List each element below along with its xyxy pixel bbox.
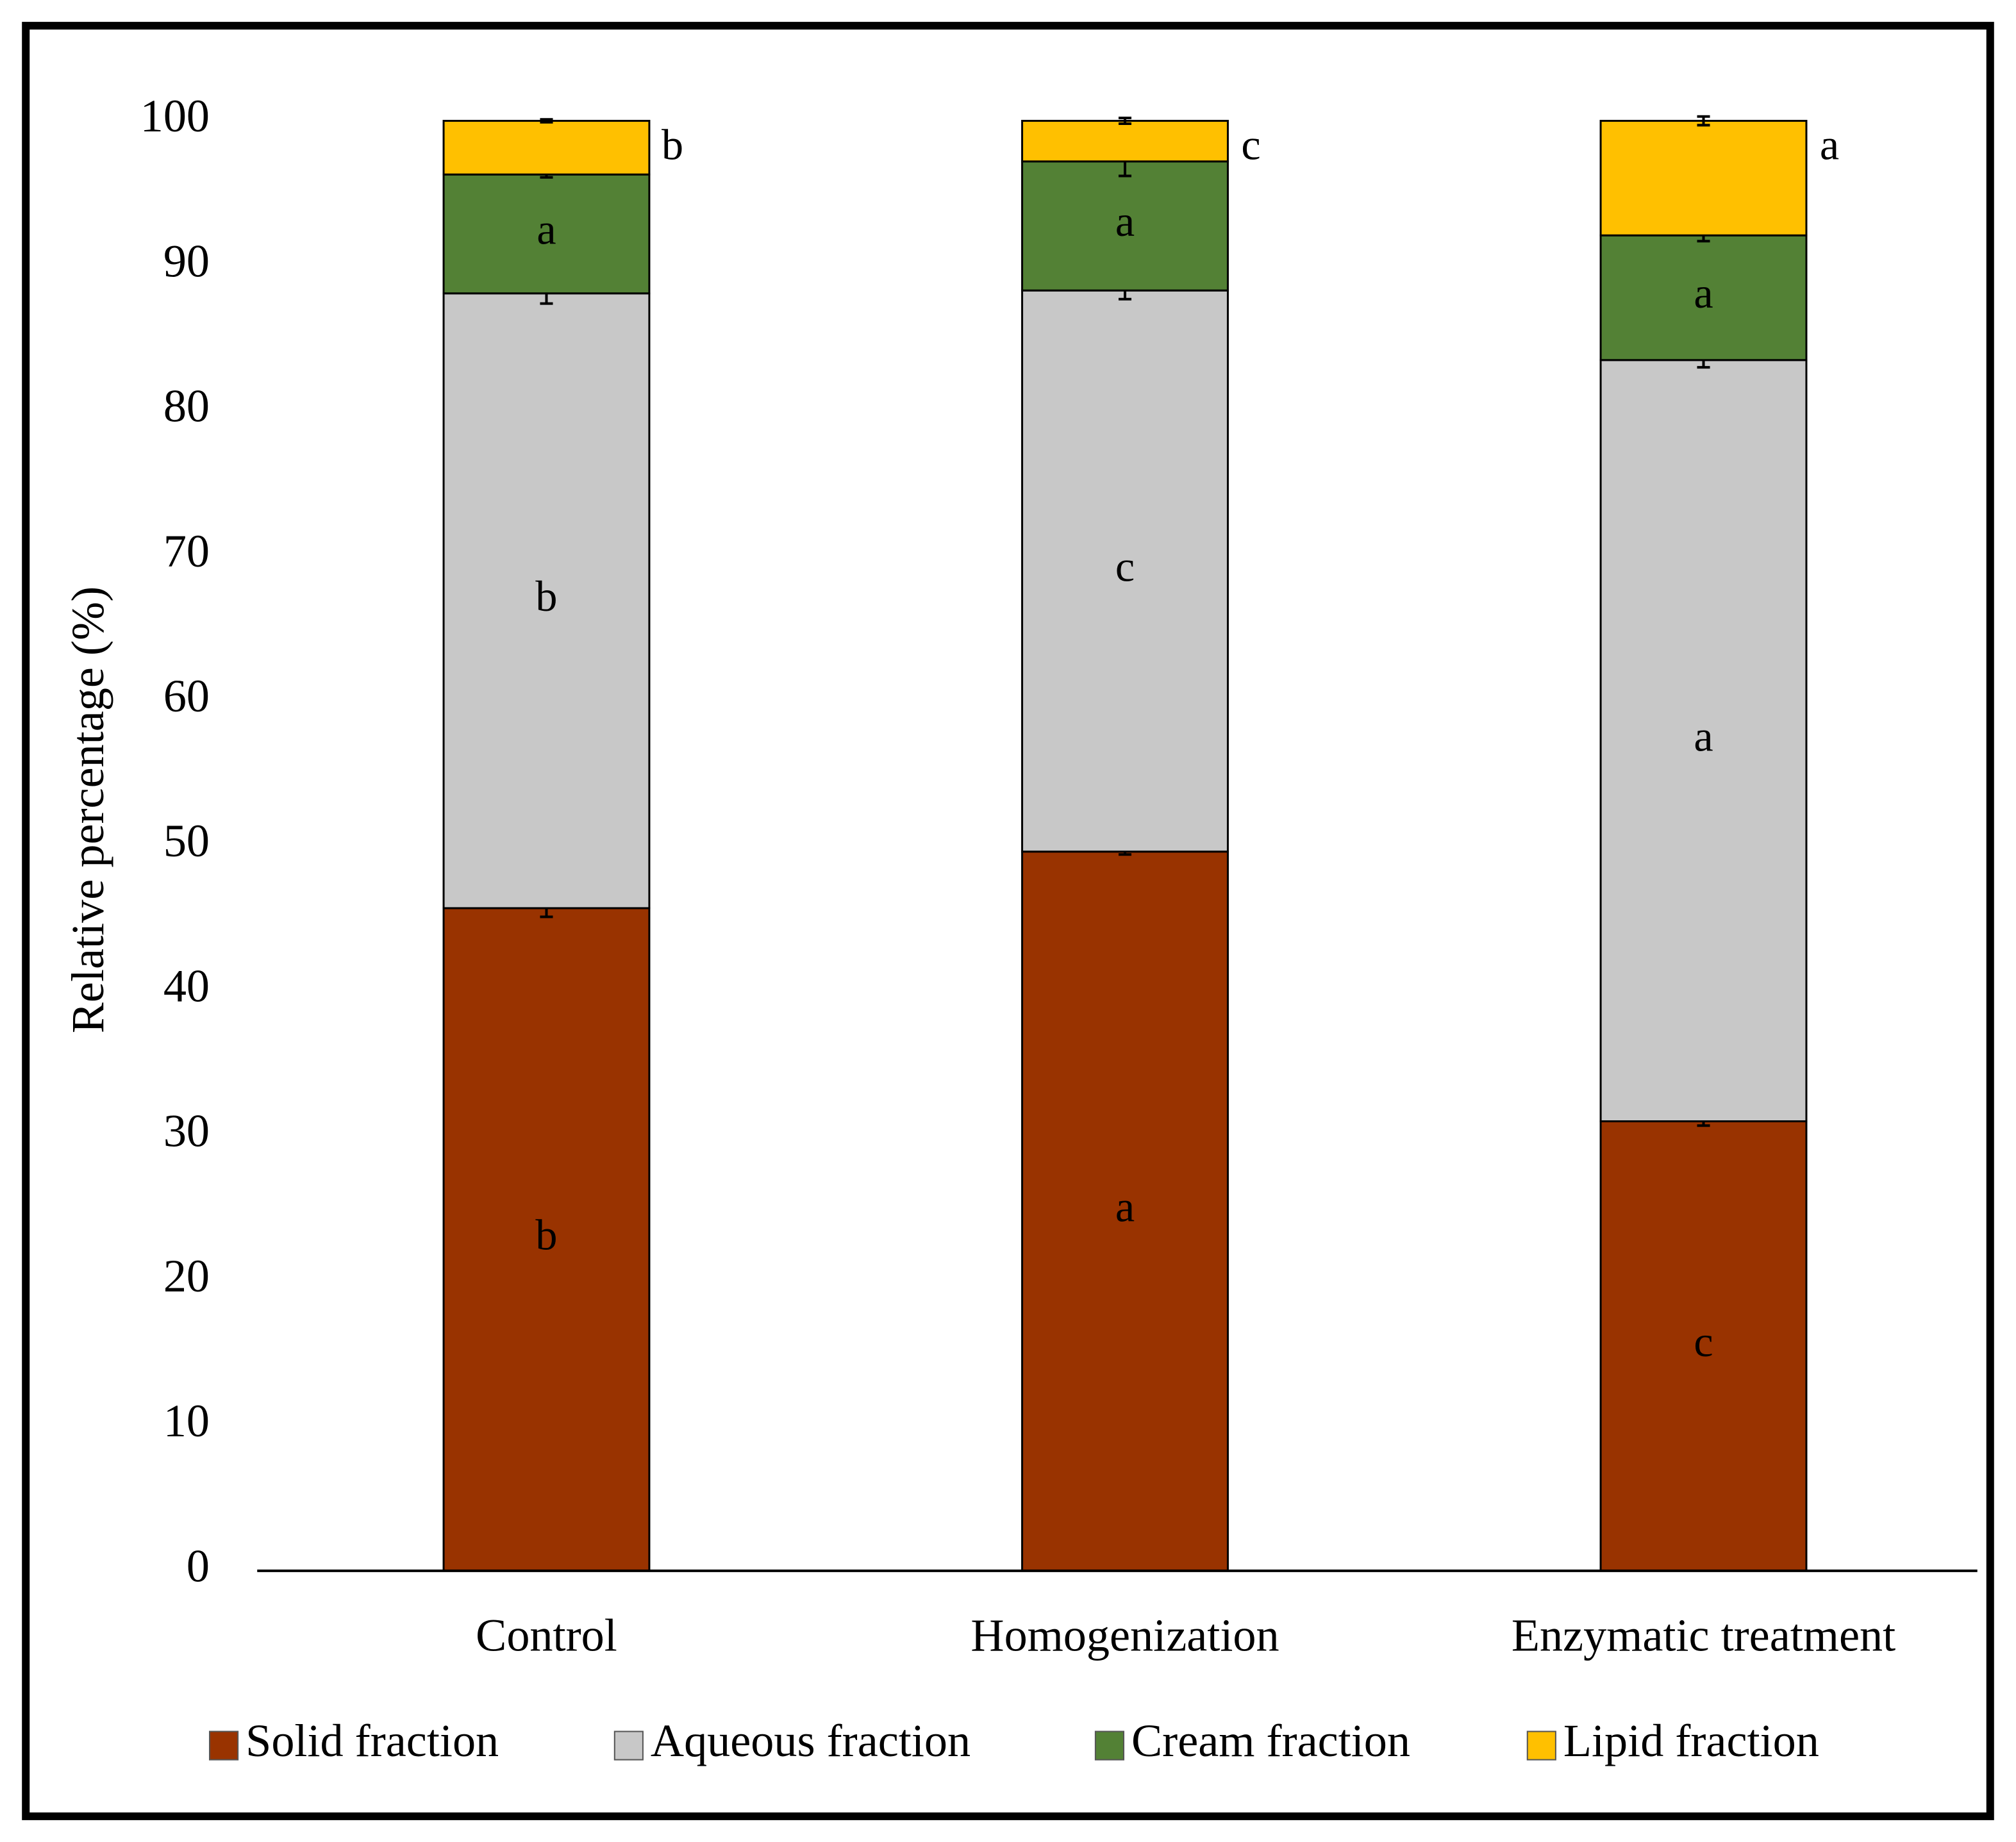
y-tick-label: 60 [163,670,210,722]
legend-swatch [1094,1730,1125,1761]
y-tick-label: 40 [163,960,210,1011]
significance-label: b [535,1211,557,1259]
y-tick-label: 20 [163,1250,210,1302]
significance-label: a [1115,197,1135,245]
significance-label: b [662,120,683,169]
significance-label: b [535,572,557,620]
legend-swatch [1526,1730,1556,1761]
bar-segment [1599,359,1808,1123]
legend-label: Cream fraction [1131,1715,1410,1766]
legend-label: Solid fraction [246,1715,499,1766]
x-tick-label: Homogenization [971,1610,1279,1661]
significance-label: c [1115,542,1135,591]
bar-segment [1599,120,1808,236]
significance-label: a [1694,269,1713,317]
bar-segment [1021,120,1229,163]
significance-label: c [1694,1317,1713,1366]
error-bar [1118,116,1132,126]
x-tick-label: Enzymatic treatment [1512,1610,1895,1661]
y-tick-label: 90 [163,235,210,286]
y-tick-label: 80 [163,381,210,432]
bar-segment [1021,289,1229,853]
bar-segment [1599,234,1808,361]
frame [22,22,1994,1820]
bar-segment [442,173,651,295]
error-bar [1697,115,1710,127]
error-bar [540,118,553,124]
significance-label: a [1694,711,1713,760]
y-axis-label: Relative percentage (%) [62,586,113,1033]
legend-swatch [613,1730,644,1761]
bar-segment [442,120,651,176]
legend-label: Aqueous fraction [651,1715,971,1766]
y-tick-label: 30 [163,1106,210,1157]
y-tick-label: 0 [187,1540,210,1591]
bar-segment [1599,1120,1808,1572]
legend-swatch [209,1730,239,1761]
significance-label: c [1241,120,1260,169]
legend-label: Lipid fraction [1563,1715,1819,1766]
y-tick-label: 100 [140,90,210,142]
y-tick-label: 10 [163,1395,210,1447]
significance-label: a [537,205,556,254]
significance-label: a [1820,120,1839,169]
y-tick-label: 70 [163,526,210,577]
y-tick-label: 50 [163,815,210,867]
x-tick-label: Control [476,1610,617,1661]
significance-label: a [1115,1182,1135,1231]
